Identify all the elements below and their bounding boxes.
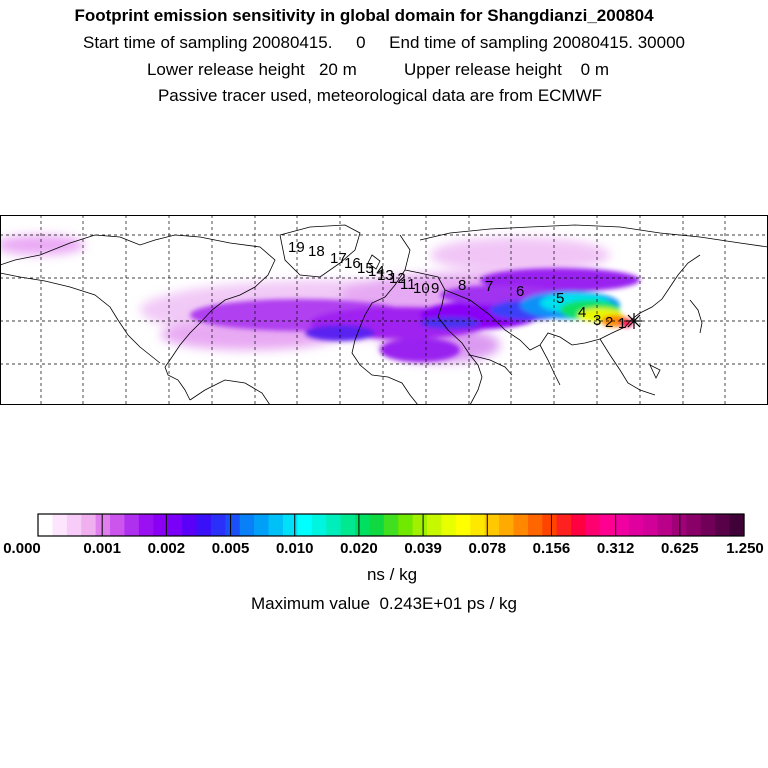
colorbar-tick-label: 0.010 (276, 540, 314, 557)
colorbar-cell (599, 514, 615, 536)
colorbar-tick-label: 0.000 (3, 540, 41, 557)
colorbar-cell (182, 514, 198, 536)
colorbar-cell (470, 514, 486, 536)
trajectory-label: 19 (288, 239, 305, 256)
colorbar-cell (153, 514, 169, 536)
colorbar-cell (110, 514, 126, 536)
figure-title: Footprint emission sensitivity in global… (74, 6, 654, 25)
colorbar-cell (95, 514, 111, 536)
trajectory-label: 18 (308, 243, 325, 260)
colorbar-tick-label: 0.002 (148, 540, 186, 557)
colorbar-cell (66, 514, 82, 536)
colorbar-tick-lines (101, 514, 681, 536)
colorbar-cell (124, 514, 140, 536)
trajectory-label: 2 (605, 314, 613, 331)
trajectory-label: 1 (618, 315, 626, 332)
colorbar-cell (239, 514, 255, 536)
colorbar-cell (383, 514, 399, 536)
colorbar-cell (210, 514, 226, 536)
colorbar-tick-label: 0.625 (661, 540, 699, 557)
trajectory-label: 12 (389, 270, 406, 287)
lat-lon-grid (0, 215, 768, 405)
colorbar-cell (138, 514, 154, 536)
colorbar-cell (585, 514, 601, 536)
colorbar-cell (686, 514, 702, 536)
colorbar-tick-label: 0.039 (404, 540, 442, 557)
colorbar-cell (499, 514, 515, 536)
colorbar-units: ns / kg (366, 565, 418, 584)
star-icon (626, 313, 642, 329)
maximum-value-note: Maximum value 0.243E+01 ps / kg (251, 594, 517, 613)
colorbar-cell (527, 514, 543, 536)
colorbar-cell (282, 514, 298, 536)
trajectory-label: 4 (578, 304, 586, 321)
trajectory-label: 3 (593, 312, 601, 329)
colorbar-cell (455, 514, 471, 536)
trajectory-label: 15 (357, 260, 374, 277)
colorbar-cell (167, 514, 183, 536)
colorbar-cell (225, 514, 241, 536)
trajectory-label: 8 (458, 277, 466, 294)
colorbar-cell (556, 514, 572, 536)
colorbar-tick-label: 0.001 (83, 540, 121, 557)
colorbar-cell (268, 514, 284, 536)
trajectory-label: 11 (400, 276, 416, 293)
colorbar-frame (37, 513, 745, 537)
footprint-map: 1 2 3 4 5 6 7 8 9 10 11 12 13 14 15 16 1… (0, 215, 768, 405)
trajectory-label: 6 (516, 283, 524, 300)
colorbar-cell (369, 514, 385, 536)
colorbar-cell (715, 514, 731, 536)
trajectory-label: 5 (556, 290, 564, 307)
trajectory-label: 10 (413, 280, 430, 297)
colorbar-cell (513, 514, 529, 536)
colorbar-cell (441, 514, 457, 536)
trajectory-label: 9 (431, 280, 439, 297)
release-height-line: Lower release height 20 m Upper release … (146, 60, 610, 79)
trajectory-label: 13 (377, 267, 394, 284)
colorbar-cell (52, 514, 68, 536)
colorbar-cell (571, 514, 587, 536)
colorbar-tick-label: 0.020 (340, 540, 378, 557)
colorbar-cell (38, 514, 54, 536)
colorbar-cell (354, 514, 370, 536)
colorbar-cell (196, 514, 212, 536)
trajectory-label: 16 (344, 255, 361, 272)
colorbar-cell (729, 514, 745, 536)
colorbar-tick-label: 0.156 (533, 540, 571, 557)
colorbar-tick-label: 0.005 (212, 540, 250, 557)
colorbar-cell (542, 514, 558, 536)
colorbar-cell (614, 514, 630, 536)
footprint-plume (0, 235, 640, 363)
colorbar: 0.000 0.001 0.002 0.005 0.010 0.020 0.039 0.078… (3, 513, 764, 557)
trajectory-label: 14 (368, 263, 385, 280)
colorbar-cell (254, 514, 270, 536)
colorbar-cell (628, 514, 644, 536)
colorbar-cell (700, 514, 716, 536)
sampling-time-line: Start time of sampling 20080415. 0 End t… (83, 33, 685, 52)
coastlines (0, 224, 768, 405)
colorbar-tick-label: 1.250 (726, 540, 764, 557)
colorbar-tick-label: 0.078 (468, 540, 506, 557)
colorbar-cell (657, 514, 673, 536)
colorbar-cell (340, 514, 356, 536)
colorbar-cell (643, 514, 659, 536)
colorbar-tick-label: 0.312 (597, 540, 635, 557)
colorbar-cell (326, 514, 342, 536)
tracer-info-line: Passive tracer used, meteorological data… (157, 86, 603, 105)
colorbar-cell (311, 514, 327, 536)
colorbar-cell (412, 514, 428, 536)
trajectory-label: 7 (485, 278, 493, 295)
colorbar-cell (398, 514, 414, 536)
colorbar-cells (38, 514, 745, 536)
colorbar-cell (297, 514, 313, 536)
colorbar-cell (427, 514, 443, 536)
trajectory-label: 17 (330, 250, 347, 267)
colorbar-cell (484, 514, 500, 536)
colorbar-cell (81, 514, 97, 536)
